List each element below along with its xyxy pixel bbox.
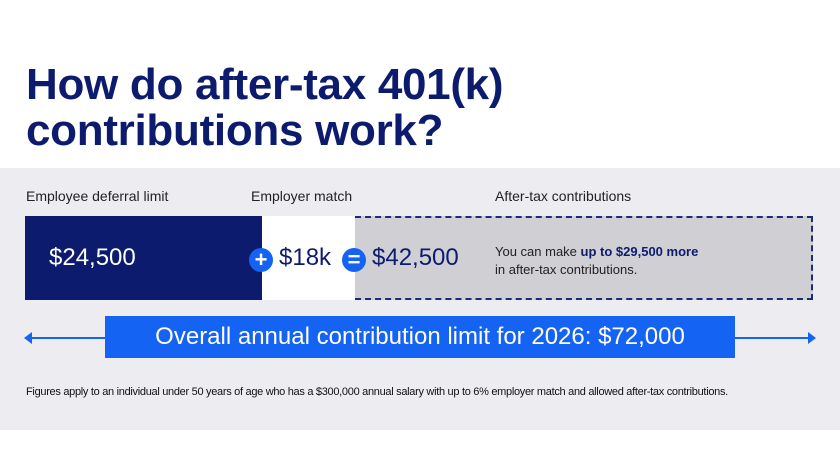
employee-deferral-value: $24,500 (49, 244, 136, 271)
title-line-1: How do after-tax 401(k) (26, 60, 504, 109)
employer-match-label: Employer match (251, 188, 353, 204)
employer-match-box (262, 216, 355, 300)
employee-deferral-label: Employee deferral limit (26, 188, 169, 204)
employer-match-value: $18k (279, 244, 332, 271)
page-title: How do after-tax 401(k) contributions wo… (26, 60, 504, 155)
footnote: Figures apply to an individual under 50 … (26, 386, 728, 398)
after-tax-box (355, 216, 813, 300)
after-tax-label: After-tax contributions (495, 188, 632, 204)
arrow-left-icon (24, 332, 32, 344)
employee-deferral-box: $24,500 (25, 216, 262, 300)
total-value: $42,500 (372, 244, 459, 271)
diagram-panel: Employee deferral limit Employer match A… (0, 168, 840, 430)
after-tax-note: You can make up to $29,500 more in after… (495, 243, 698, 279)
title-line-2: contributions work? (26, 106, 444, 155)
overall-limit-text: Overall annual contribution limit for 20… (155, 323, 685, 350)
plus-icon: + (249, 248, 273, 272)
note-suffix: in after-tax contributions. (495, 262, 638, 277)
overall-limit-banner: Overall annual contribution limit for 20… (105, 316, 735, 358)
note-highlight: up to $29,500 more (580, 244, 699, 259)
note-prefix: You can make (495, 244, 581, 259)
equals-icon: = (342, 248, 366, 272)
arrow-right-icon (808, 332, 816, 344)
